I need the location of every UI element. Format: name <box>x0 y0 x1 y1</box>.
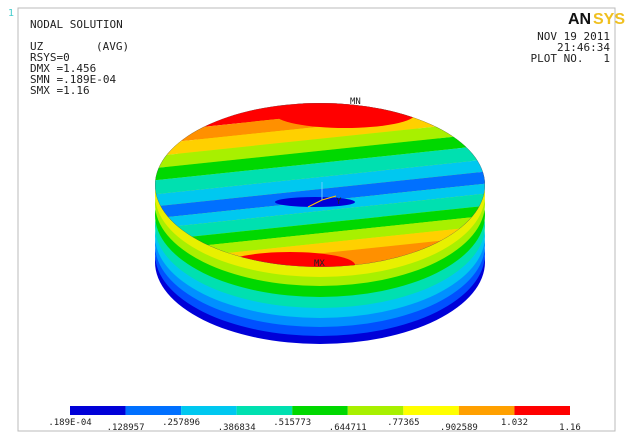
axis-label: Y <box>336 197 342 207</box>
quantity: UZ <box>30 40 44 53</box>
legend-label: .189E-04 <box>48 418 91 428</box>
legend-label: .902589 <box>440 423 478 432</box>
logo-left: AN <box>568 11 591 28</box>
legend-swatch <box>126 406 182 415</box>
legend-label: .515773 <box>273 418 311 428</box>
legend-label: 1.16 <box>559 423 581 432</box>
header-line: SMX =1.16 <box>30 84 90 97</box>
logo-right: SYS <box>593 11 625 28</box>
legend-label: .644711 <box>329 423 367 432</box>
legend-swatch <box>292 406 348 415</box>
legend-swatch <box>348 406 404 415</box>
header-line: NODAL SOLUTION <box>30 18 123 31</box>
legend-label: .257896 <box>162 418 200 428</box>
ansys-window: 1 NODAL SOLUTIONRSYS=0DMX =1.456SMN =.18… <box>0 0 627 432</box>
legend-swatch <box>514 406 570 415</box>
legend-label: .128957 <box>107 423 145 432</box>
max-marker: MX <box>314 259 325 269</box>
averaging: (AVG) <box>96 40 129 53</box>
legend-swatch <box>70 406 126 415</box>
legend-swatch <box>459 406 515 415</box>
plot-number: PLOT NO. 1 <box>531 52 610 65</box>
legend-label: 1.032 <box>501 418 528 428</box>
legend-swatch <box>403 406 459 415</box>
window-number: 1 <box>8 8 14 19</box>
min-marker: MN <box>350 97 361 107</box>
legend-swatch <box>237 406 293 415</box>
legend-swatch <box>181 406 237 415</box>
legend-label: .77365 <box>387 418 420 428</box>
legend-label: .386834 <box>218 423 256 432</box>
